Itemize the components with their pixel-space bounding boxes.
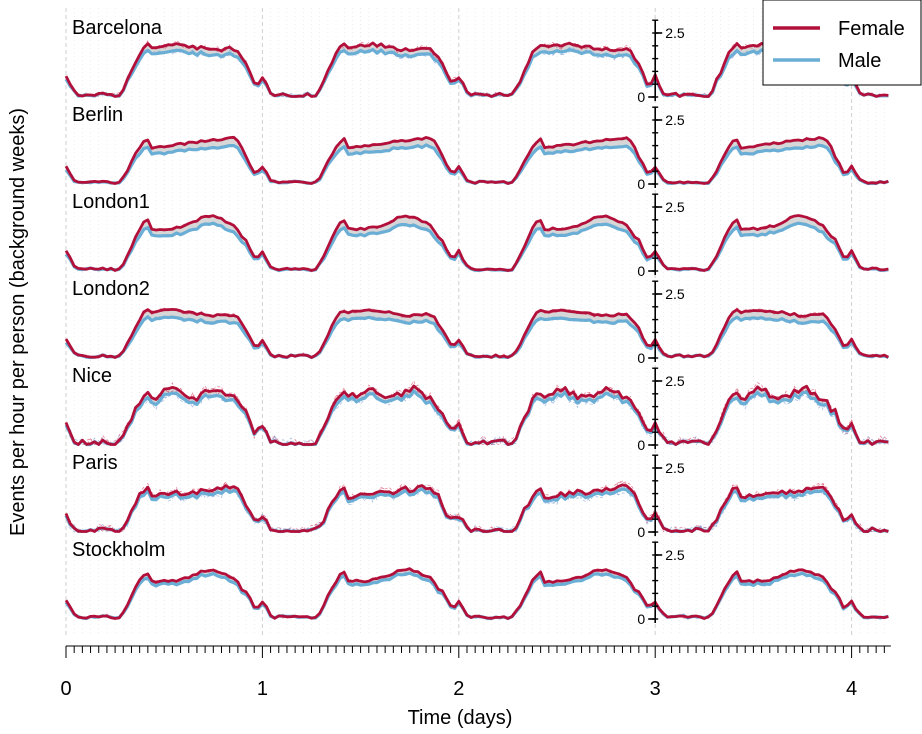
panel-y-tick-label: 2.5: [665, 547, 685, 563]
x-tick-label: 1: [257, 678, 268, 700]
male-week-trace: [65, 390, 889, 446]
male-line: [64, 315, 889, 360]
panel-y-tick-label: 0: [637, 350, 645, 366]
panel-y-tick-label: 2.5: [665, 460, 685, 476]
grid-layer: [65, 8, 885, 636]
panel-city-label: Berlin: [72, 104, 123, 126]
female-line: [64, 214, 889, 272]
male-line: [64, 143, 889, 186]
female-line: [64, 41, 889, 98]
panel-city-label: Nice: [72, 365, 112, 387]
panel-y-tick-label: 0: [637, 176, 645, 192]
panel-nice: 2.5 0 Nice: [64, 365, 889, 453]
x-tick-label: 0: [60, 678, 71, 700]
panel-y-tick-label: 0: [637, 89, 645, 105]
legend-label-male: Male: [838, 50, 881, 72]
difference-band: [66, 42, 889, 97]
panel-barcelona: 2.5 0 Barcelona: [64, 17, 889, 105]
panel-y-tick-label: 0: [637, 524, 645, 540]
panel-y-tick-label: 2.5: [665, 112, 685, 128]
panel-london2: 2.5 0 London2: [64, 278, 890, 366]
y-axis-label: Events per hour per person (background w…: [7, 108, 29, 536]
female-line: [64, 567, 889, 620]
panel-berlin: 2.5 0 Berlin: [64, 104, 889, 192]
panel-y-tick-label: 2.5: [665, 286, 685, 302]
male-week-trace: [65, 315, 889, 359]
legend-box: [762, 0, 922, 86]
female-line: [64, 483, 889, 533]
female-week-trace: [65, 40, 889, 98]
male-week-trace: [65, 314, 889, 359]
female-week-trace: [65, 382, 889, 446]
panel-city-label: Paris: [72, 452, 118, 474]
panel-y-tick-label: 2.5: [665, 25, 685, 41]
female-week-trace: [65, 481, 889, 533]
difference-band: [66, 309, 889, 358]
female-line: [64, 308, 890, 359]
panel-city-label: Barcelona: [72, 17, 163, 39]
x-tick-label: 3: [650, 678, 661, 700]
x-tick-label: 2: [453, 678, 464, 700]
panel-city-label: Stockholm: [72, 539, 165, 561]
female-line: [64, 135, 889, 185]
legend-label-female: Female: [838, 18, 905, 40]
panel-london1: 2.5 0 London1: [64, 191, 889, 279]
panel-city-label: London1: [72, 191, 150, 213]
panel-y-tick-label: 2.5: [665, 373, 685, 389]
panel-stockholm: 2.5 0 Stockholm: [64, 539, 889, 627]
panel-city-label: London2: [72, 278, 150, 300]
x-tick-label: 4: [846, 678, 857, 700]
female-line: [64, 384, 889, 446]
panel-y-tick-label: 0: [637, 263, 645, 279]
x-axis: 0 1 2 3 4: [60, 645, 891, 700]
panels-layer: 2.5 0 Barcelona 2.5 0 Berlin 2.5 0 London1 2.5 0 Lo…: [64, 17, 890, 627]
legend: Female Male: [762, 0, 922, 86]
panel-y-tick-label: 2.5: [665, 199, 685, 215]
panel-y-tick-label: 0: [637, 611, 645, 627]
panel-y-tick-label: 0: [637, 437, 645, 453]
female-week-trace: [65, 481, 889, 533]
x-axis-label: Time (days): [408, 707, 513, 729]
panel-paris: 2.5 0 Paris: [64, 452, 889, 540]
